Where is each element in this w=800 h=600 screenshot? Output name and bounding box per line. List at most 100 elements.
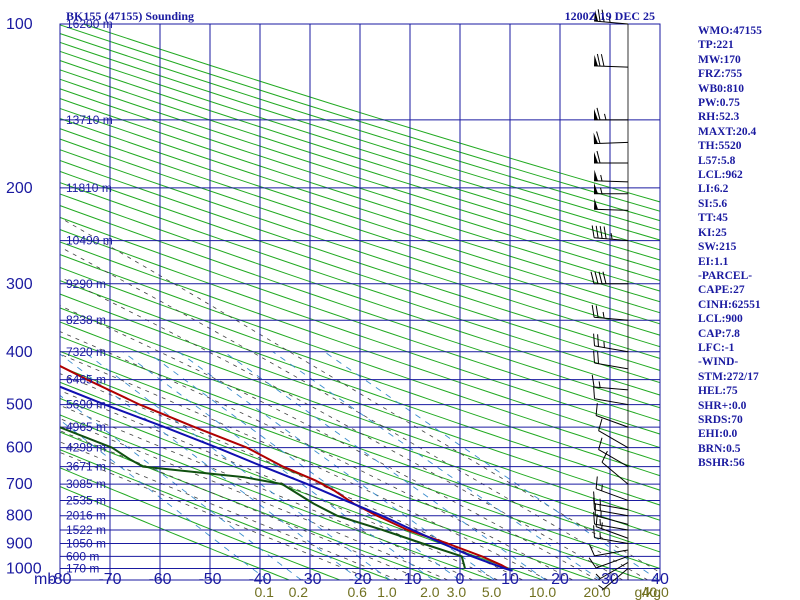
index-item: LCL:962 (698, 169, 743, 182)
wind-barb (591, 225, 629, 242)
mixing-ratio-tick-label: 0.2 (289, 584, 309, 600)
dry-adiabat (60, 170, 660, 371)
dry-adiabat (60, 229, 660, 435)
dry-adiabat (60, 449, 391, 580)
pressure-tick-label: 100 (6, 16, 33, 33)
mixing-ratio-line (83, 351, 391, 580)
pressure-tick-label: 600 (6, 440, 33, 457)
mixing-ratio-line (324, 351, 659, 580)
mixing-ratio-tick-label: 5.0 (482, 584, 502, 600)
dry-adiabat (60, 33, 660, 222)
index-item: -PARCEL- (698, 269, 753, 282)
height-label: 11810 m (66, 181, 112, 195)
height-label: 8238 m (66, 313, 106, 327)
mixing-ratio-line (60, 419, 268, 580)
index-item: -WIND- (698, 356, 739, 369)
dry-adiabat (60, 280, 660, 491)
wind-barb (593, 53, 629, 68)
wind-barb (593, 350, 629, 370)
moist-adiabat (60, 217, 660, 573)
dry-adiabat (60, 193, 660, 396)
pressure-unit-label: mb (34, 571, 56, 588)
dry-adiabat (60, 118, 660, 314)
wind-barb (594, 503, 629, 525)
index-item: SW:215 (698, 241, 737, 254)
height-label: 16200 m (66, 17, 113, 31)
height-label: 5690 m (66, 398, 106, 412)
dry-adiabat (60, 321, 660, 537)
index-item: L57:5.8 (698, 154, 736, 167)
moist-adiabat (60, 390, 498, 580)
index-item: CINH:62551 (698, 298, 761, 311)
index-item: EI:1.1 (698, 255, 729, 268)
height-label: 4298 m (66, 441, 106, 455)
moist-adiabat (60, 353, 548, 580)
wind-barb (589, 544, 629, 557)
wind-barb (593, 169, 629, 183)
dry-adiabat (60, 159, 660, 359)
dry-adiabat (60, 149, 660, 348)
pressure-tick-label: 500 (6, 397, 33, 414)
index-item: SRDS:70 (698, 413, 743, 426)
height-label: 2016 m (66, 509, 106, 523)
dry-adiabat (60, 88, 660, 282)
temperature-tick-label: 40 (651, 571, 669, 588)
index-item: LI:6.2 (698, 183, 729, 196)
mixing-ratio-line (146, 351, 460, 580)
index-item: TH:5520 (698, 140, 742, 153)
dry-adiabat (60, 128, 660, 325)
index-item: BSHR:56 (698, 457, 745, 470)
mixing-ratio-unit-label: g/kg (635, 584, 661, 600)
index-item: CAPE:27 (698, 284, 745, 297)
wind-barb (593, 131, 629, 145)
index-item: CAP:7.8 (698, 327, 740, 340)
wind-barb (590, 271, 629, 285)
height-label: 10490 m (66, 234, 113, 248)
moist-adiabat (60, 246, 648, 580)
wind-barb (593, 511, 629, 531)
wind-barb (591, 304, 629, 321)
dry-adiabat (60, 107, 660, 303)
pressure-tick-label: 200 (6, 180, 33, 197)
dry-adiabat (60, 366, 645, 580)
dry-adiabat (60, 293, 660, 506)
wind-barb (593, 198, 629, 211)
mixing-ratio-tick-label: 2.0 (420, 584, 440, 600)
mixing-ratio-tick-label: 20.0 (583, 584, 610, 600)
dry-adiabat (60, 350, 660, 570)
dry-adiabat (60, 254, 660, 462)
mixing-ratio-tick-label: 3.0 (447, 584, 467, 600)
dry-adiabat (60, 41, 660, 231)
wind-barb (595, 514, 629, 539)
temperature-tick-label: -50 (198, 571, 221, 588)
index-item: HEL:75 (698, 385, 738, 398)
index-item: STM:272/17 (698, 370, 759, 383)
temperature-tick-label: -10 (398, 571, 421, 588)
temperature-tick-label: -40 (248, 571, 271, 588)
height-label: 3085 m (66, 477, 106, 491)
wind-barb (601, 450, 629, 485)
index-item: TP:221 (698, 39, 734, 52)
index-item: WMO:47155 (698, 25, 762, 37)
indices-panel: WMO:47155 TP:221 MW:170 FRZ:755 WB0:810 PW:0.… (698, 24, 762, 471)
dry-adiabat (60, 60, 660, 251)
background-lines (60, 24, 660, 580)
index-item: SI:5.6 (698, 197, 728, 210)
index-item: FRZ:755 (698, 68, 743, 81)
dry-adiabat (60, 381, 594, 580)
mixing-ratio-tick-label: 10.0 (529, 584, 556, 600)
dry-adiabat (60, 205, 660, 409)
wind-barb (591, 374, 629, 391)
mixing-ratio-line (272, 351, 601, 580)
wind-barb (594, 9, 629, 25)
moist-adiabat (60, 305, 598, 580)
index-item: BRN:0.5 (698, 442, 741, 455)
height-label: 170 m (66, 562, 99, 576)
pressure-tick-label: 900 (6, 536, 33, 553)
pressure-tick-label: 700 (6, 476, 33, 493)
mixing-ratio-line (122, 351, 434, 580)
dry-adiabat (60, 307, 660, 521)
parcel-profile (60, 385, 513, 572)
